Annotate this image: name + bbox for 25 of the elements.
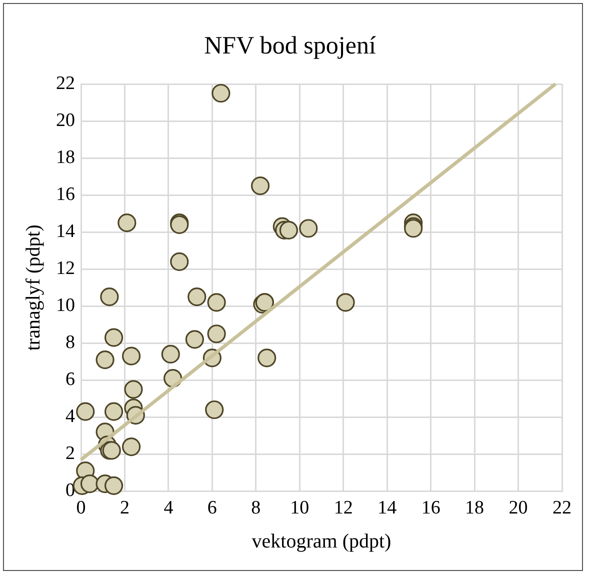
x-tick-label: 6 bbox=[207, 498, 217, 519]
x-tick-label: 20 bbox=[508, 498, 528, 519]
y-tick-label: 18 bbox=[56, 147, 75, 168]
x-tick-label: 2 bbox=[120, 498, 130, 519]
y-tick-label: 22 bbox=[56, 72, 75, 94]
x-tick-label: 12 bbox=[334, 498, 353, 519]
y-tick-label: 2 bbox=[66, 443, 75, 464]
x-tick-label: 16 bbox=[421, 498, 440, 519]
y-tick-label: 4 bbox=[66, 406, 76, 428]
y-axis-title: tranaglyf (pdpt) bbox=[22, 224, 44, 351]
y-tick-label: 16 bbox=[56, 184, 75, 206]
x-axis-title: vektogram (pdpt) bbox=[252, 530, 392, 552]
y-tick-label: 20 bbox=[56, 110, 75, 132]
x-tick-label: 14 bbox=[378, 498, 398, 519]
chart-title: NFV bod spojení bbox=[204, 32, 376, 60]
y-tick-label: 10 bbox=[56, 295, 75, 316]
x-tick-label: 22 bbox=[552, 498, 572, 519]
y-tick-label: 12 bbox=[56, 258, 75, 280]
x-tick-label: 10 bbox=[290, 498, 310, 519]
y-tick-label: 14 bbox=[56, 221, 76, 242]
y-tick-label: 6 bbox=[66, 369, 75, 390]
y-tick-label: 8 bbox=[66, 332, 75, 354]
x-tick-label: 18 bbox=[465, 498, 484, 519]
x-tick-label: 8 bbox=[251, 498, 261, 519]
x-tick-label: 4 bbox=[164, 498, 174, 519]
